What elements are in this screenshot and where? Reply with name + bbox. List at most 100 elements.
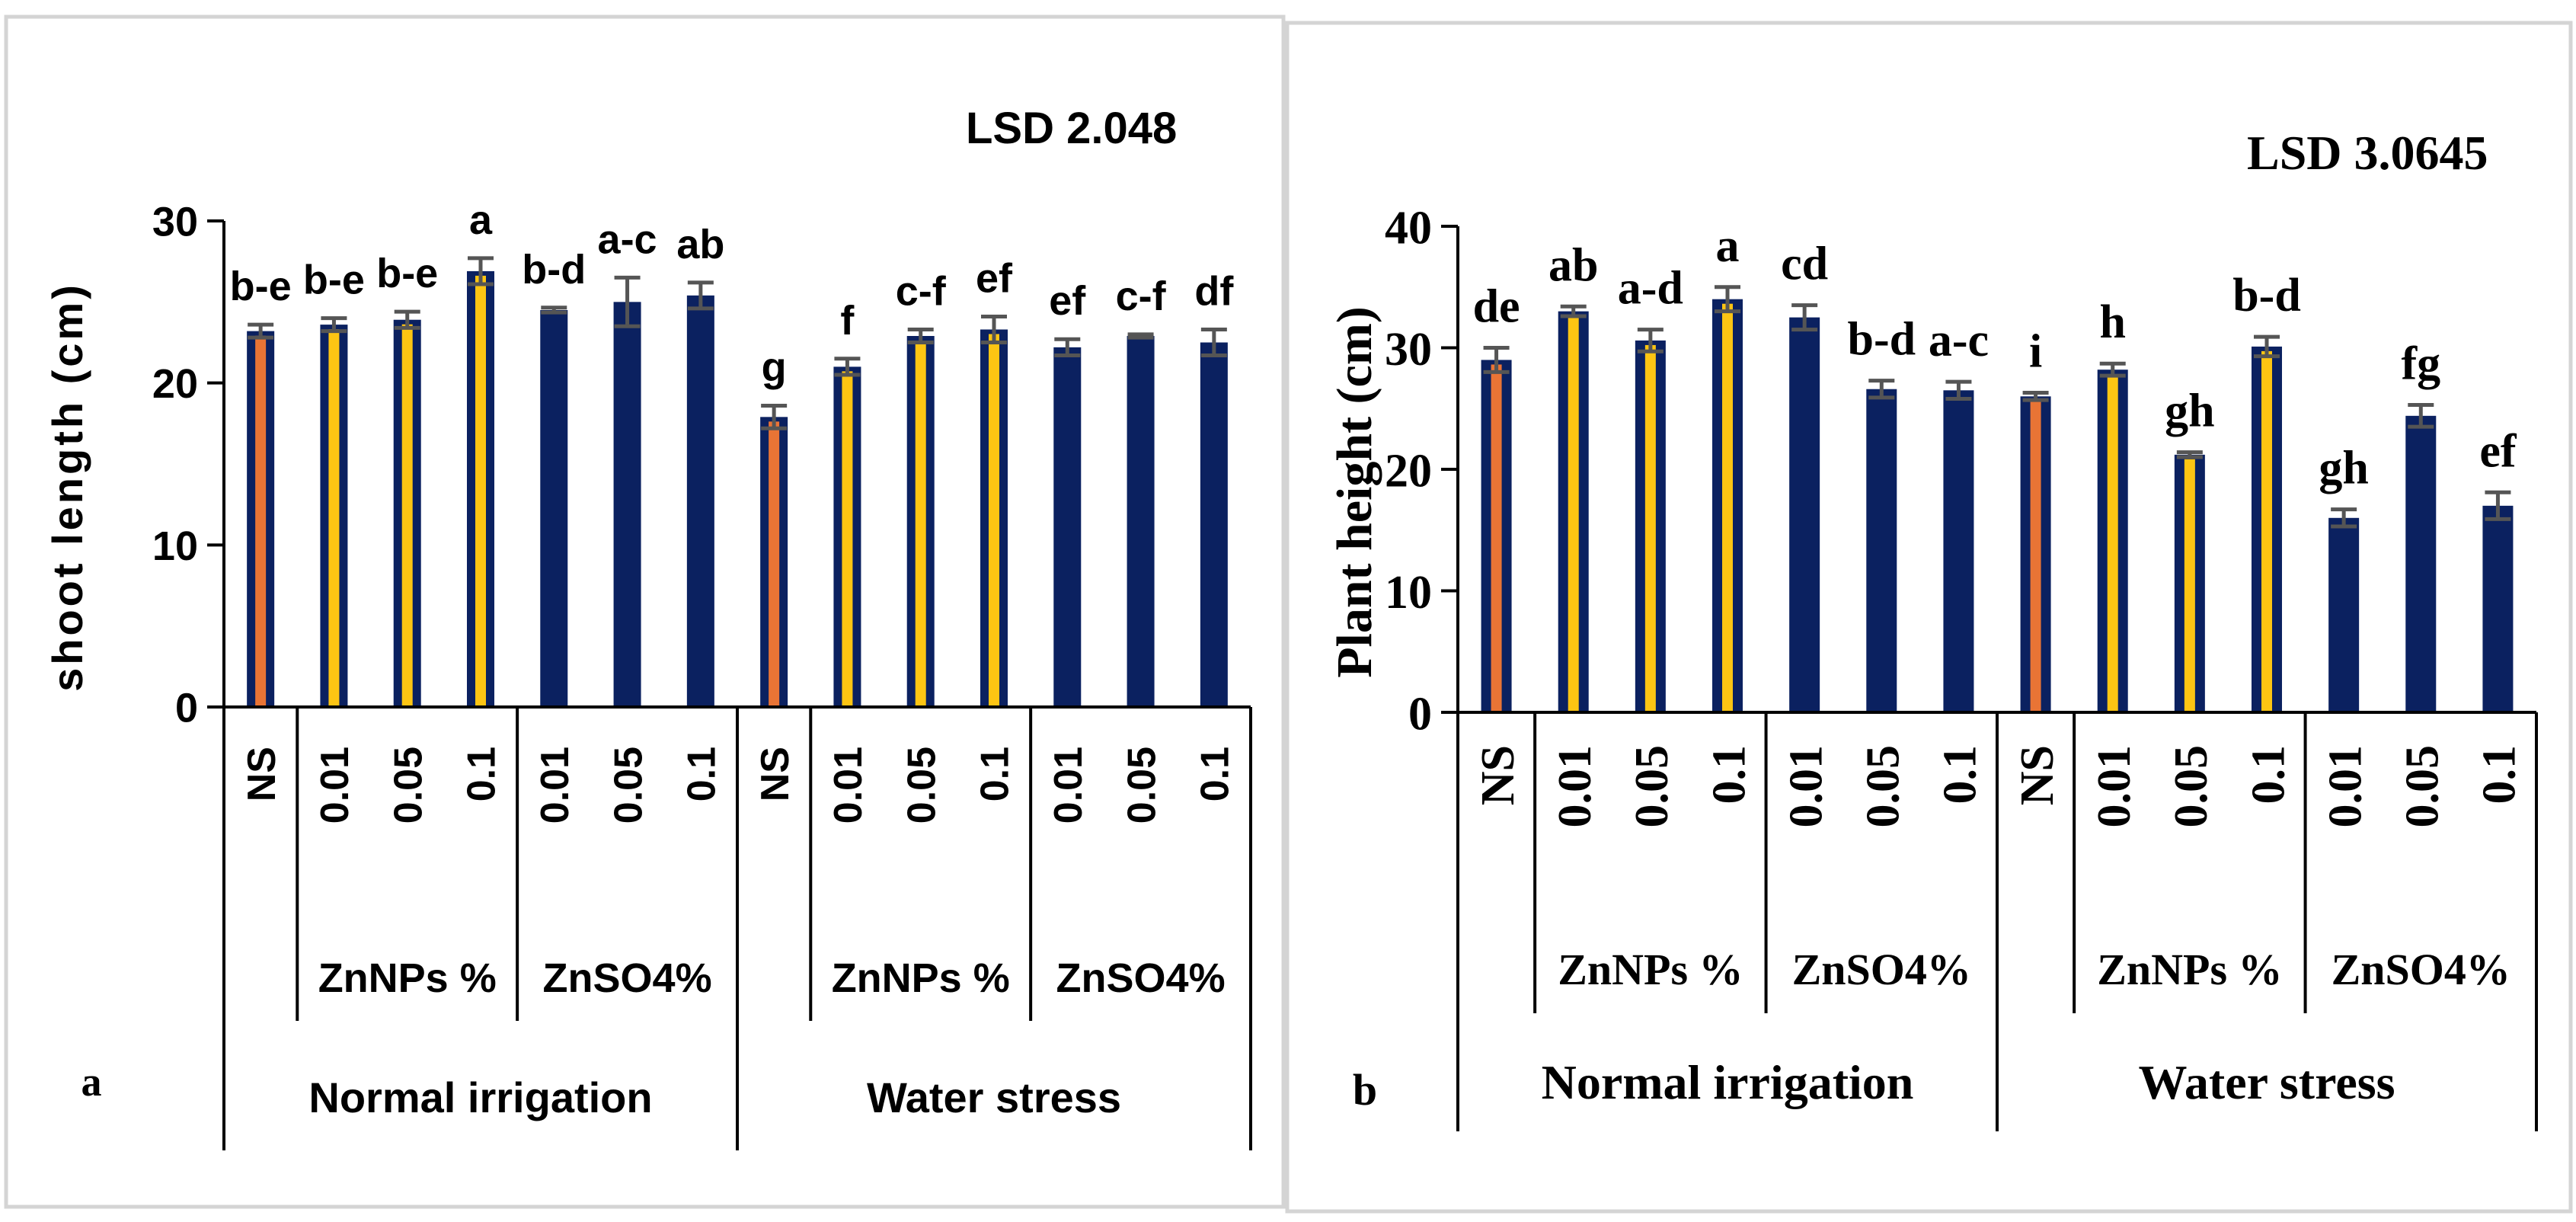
lsd-label: LSD 3.0645 (2247, 126, 2488, 180)
significance-letter: ef (1049, 278, 1086, 324)
treatment-group-label: ZnNPs % (832, 955, 1010, 1001)
bar-highlight (1722, 303, 1733, 712)
bar (2405, 415, 2437, 712)
bar (1789, 317, 1820, 712)
significance-letter: b-d (1847, 314, 1916, 366)
x-category-label: 0.05 (900, 747, 944, 824)
bar (1053, 347, 1082, 707)
panel-label: b (1353, 1065, 1377, 1115)
significance-letter: fg (2401, 337, 2440, 389)
bar-highlight (328, 329, 340, 707)
treatment-group-label: ZnSO4% (2332, 945, 2510, 994)
treatment-group-label: ZnSO4% (1792, 945, 1971, 994)
significance-letter: ab (676, 222, 724, 267)
significance-letter: gh (2165, 385, 2214, 437)
x-category-label: 0.1 (680, 747, 724, 801)
x-category-label: 0.01 (1780, 745, 1832, 828)
x-category-label: 0.1 (460, 747, 504, 801)
x-category-label: 0.01 (2089, 745, 2140, 828)
bar-highlight (1644, 344, 1656, 712)
x-category-label: 0.01 (1047, 747, 1091, 824)
bar (686, 295, 714, 707)
bar-highlight (401, 324, 413, 707)
x-category-label: 0.05 (1120, 747, 1164, 824)
y-axis-title: shoot length (cm) (43, 282, 91, 692)
x-category-label: 0.1 (1935, 745, 1986, 805)
y-tick-label: 20 (152, 361, 198, 407)
bar (1943, 390, 1974, 712)
y-tick-label: 10 (152, 523, 198, 569)
bar (613, 302, 641, 707)
x-category-label: 0.1 (1703, 745, 1755, 805)
x-category-label: 0.01 (533, 747, 577, 824)
x-category-label: 0.05 (606, 747, 650, 824)
x-category-label: 0.1 (2242, 745, 2294, 805)
treatment-group-label: ZnNPs % (2097, 945, 2282, 994)
significance-letter: f (840, 298, 855, 344)
x-category-label: 0.1 (1194, 747, 1238, 801)
y-tick-label: 30 (152, 199, 198, 245)
panel-b-frame (1285, 21, 2573, 1214)
significance-letter: de (1473, 281, 1520, 333)
treatment-group-label: ZnNPs % (318, 955, 497, 1001)
treatment-group-label: ZnSO4% (543, 955, 712, 1001)
significance-letter: b-e (230, 264, 292, 309)
treatment-group-label: ZnNPs % (1558, 945, 1743, 994)
bar (1866, 389, 1897, 712)
bar (1127, 335, 1155, 707)
significance-letter: g (762, 344, 787, 390)
bar-highlight (255, 335, 267, 707)
significance-letter: ef (2479, 425, 2517, 477)
bar-highlight (2107, 374, 2118, 712)
y-tick-label: 40 (1385, 202, 1432, 254)
bar-highlight (2030, 401, 2041, 712)
bar (2482, 505, 2514, 712)
bar-highlight (842, 371, 853, 707)
bar-highlight (2261, 350, 2272, 712)
significance-letter: h (2099, 296, 2125, 348)
x-category-label: 0.01 (826, 747, 871, 824)
bar-highlight (989, 334, 999, 707)
x-category-label: 0.05 (1626, 745, 1678, 828)
x-category-label: 0.05 (1858, 745, 1910, 828)
x-category-label: 0.05 (2397, 745, 2449, 828)
significance-letter: a (1716, 220, 1740, 272)
panel-a-frame (4, 14, 1286, 1209)
significance-letter: c-f (896, 268, 947, 314)
significance-letter: cd (1781, 238, 1828, 290)
lsd-label: LSD 2.048 (966, 104, 1177, 153)
bar (2328, 517, 2360, 712)
significance-letter: a-c (598, 216, 657, 262)
condition-label: Normal irrigation (308, 1073, 652, 1121)
x-category-label: 0.1 (973, 747, 1018, 801)
significance-letter: ef (976, 255, 1013, 301)
significance-letter: gh (2319, 443, 2368, 494)
x-category-label: 0.01 (313, 747, 357, 824)
x-category-label: 0.1 (2474, 745, 2526, 805)
significance-letter: b-d (522, 247, 586, 293)
panel-label: a (81, 1059, 102, 1105)
significance-letter: b-e (376, 251, 438, 296)
bar-highlight (769, 421, 780, 707)
bar-highlight (475, 275, 486, 708)
significance-letter: ab (1548, 239, 1598, 291)
condition-label: Water stress (867, 1073, 1121, 1121)
significance-letter: a-d (1618, 263, 1683, 315)
bar (1200, 342, 1228, 707)
significance-letter: b-d (2232, 270, 2301, 321)
significance-letter: df (1194, 268, 1234, 314)
bar-highlight (1568, 315, 1579, 712)
y-tick-label: 0 (1408, 688, 1432, 740)
bar-highlight (1491, 364, 1502, 712)
y-tick-label: 0 (175, 685, 198, 731)
x-category-label: 0.01 (2319, 745, 2371, 828)
significance-letter: b-e (303, 258, 365, 303)
x-category-label: 0.05 (386, 747, 430, 824)
condition-label: Normal irrigation (1542, 1055, 1914, 1109)
bar-highlight (915, 340, 926, 707)
condition-label: Water stress (2138, 1055, 2395, 1109)
